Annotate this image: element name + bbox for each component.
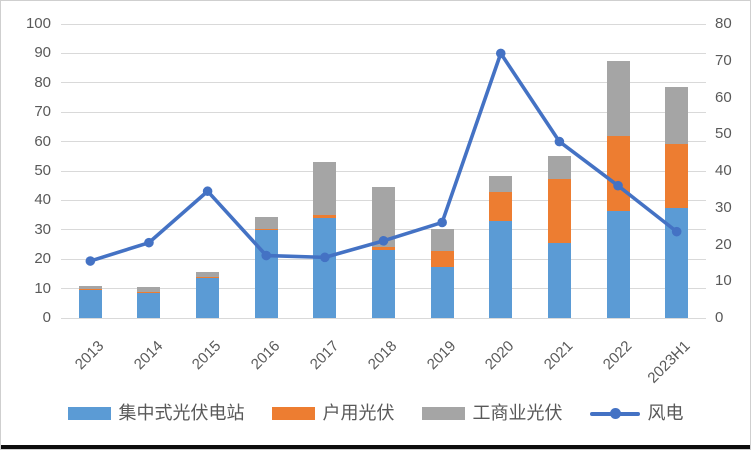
bar-segment-工商业光伏 (196, 272, 220, 277)
line-风电 (88, 51, 679, 263)
gridline (61, 82, 706, 84)
gridline (61, 317, 706, 319)
stacked-bar-2017 (313, 24, 337, 318)
bar-segment-工商业光伏 (137, 287, 161, 292)
stacked-bar-2014 (137, 24, 161, 318)
left-axis-tick-label: 0 (42, 309, 51, 326)
stacked-bar-2020 (489, 24, 513, 318)
bar-segment-集中式光伏电站 (430, 266, 454, 318)
bar-segment-集中式光伏电站 (547, 243, 571, 318)
bar-segment-工商业光伏 (606, 60, 630, 137)
bar-segment-工商业光伏 (547, 156, 571, 179)
left-axis-tick-label: 30 (34, 220, 51, 238)
bar-segment-集中式光伏电站 (372, 249, 395, 318)
bar-segment-户用光伏 (196, 276, 220, 278)
stacked-bar-2013 (78, 24, 102, 318)
gridline (61, 23, 706, 25)
bar-segment-工商业光伏 (254, 217, 278, 229)
legend-item-集中式光伏电站: 集中式光伏电站 (67, 402, 245, 424)
right-axis-tick-label: 30 (715, 198, 732, 216)
bar-segment-集中式光伏电站 (489, 221, 513, 318)
left-axis-tick-label: 40 (34, 191, 51, 209)
bar-segment-集中式光伏电站 (137, 292, 161, 318)
bar-segment-集中式光伏电站 (606, 210, 630, 318)
legend-swatch-icon (67, 406, 111, 420)
line-marker-风电 (554, 136, 565, 147)
bar-segment-户用光伏 (430, 250, 454, 267)
bar-segment-工商业光伏 (78, 285, 102, 289)
line-marker-风电 (437, 217, 447, 228)
bar-segment-集中式光伏电站 (665, 207, 689, 318)
right-axis-tick-label: 50 (715, 125, 732, 143)
bar-segment-集中式光伏电站 (313, 218, 337, 318)
bar-segment-工商业光伏 (430, 229, 454, 251)
gridline (61, 141, 706, 143)
stacked-bar-2023H1 (665, 24, 689, 318)
left-axis-tick-label: 10 (34, 279, 51, 297)
stacked-bar-2021 (547, 24, 571, 318)
line-marker-风电 (613, 180, 623, 191)
legend-item-户用光伏: 户用光伏 (271, 402, 395, 424)
right-axis-tick-label: 60 (715, 88, 732, 106)
line-marker-风电 (261, 250, 272, 261)
legend-item-工商业光伏: 工商业光伏 (421, 402, 563, 424)
legend-line-marker-icon (589, 407, 640, 420)
bar-segment-集中式光伏电站 (78, 289, 102, 318)
bar-segment-户用光伏 (489, 191, 513, 222)
legend-line-dot (609, 407, 621, 419)
line-marker-风电 (495, 48, 506, 59)
legend-item-风电: 风电 (589, 402, 684, 424)
bar-segment-户用光伏 (137, 291, 161, 293)
line-marker-风电 (144, 237, 154, 248)
bar-segment-工商业光伏 (313, 161, 337, 216)
bar-segment-工商业光伏 (665, 87, 689, 145)
stacked-bar-2019 (430, 24, 454, 318)
bottom-edge-line (1, 445, 750, 449)
left-axis-tick-label: 100 (25, 15, 51, 32)
right-axis-tick-label: 70 (715, 51, 732, 69)
left-axis-tick-label: 60 (34, 132, 51, 150)
right-axis-tick-label: 20 (715, 235, 732, 253)
gridline (61, 52, 706, 54)
left-axis-tick-label: 50 (34, 162, 51, 179)
legend-swatch-icon (421, 406, 465, 420)
right-axis-tick-label: 10 (715, 272, 732, 290)
stacked-bar-2015 (196, 24, 220, 318)
gridline (61, 111, 706, 113)
left-axis-tick-label: 70 (34, 103, 51, 121)
left-axis-tick-label: 20 (34, 250, 51, 268)
legend-label: 集中式光伏电站 (118, 403, 245, 423)
bar-segment-户用光伏 (254, 228, 278, 230)
bar-segment-工商业光伏 (372, 187, 395, 248)
bar-segment-集中式光伏电站 (196, 277, 220, 318)
line-marker-风电 (378, 236, 389, 246)
legend-label: 户用光伏 (322, 403, 395, 423)
stacked-bar-2018 (372, 24, 395, 318)
line-marker-风电 (671, 226, 682, 237)
right-axis-tick-label: 40 (715, 162, 732, 179)
bar-segment-户用光伏 (78, 288, 102, 290)
bar-segment-户用光伏 (372, 247, 395, 250)
legend-label: 风电 (647, 403, 684, 423)
line-marker-风电 (85, 256, 96, 266)
chart-legend: 集中式光伏电站 户用光伏 工商业光伏 风电 (1, 400, 750, 426)
bar-segment-工商业光伏 (489, 175, 513, 192)
bar-segment-户用光伏 (665, 144, 689, 208)
stacked-bar-2022 (606, 24, 630, 318)
legend-swatch-icon (271, 406, 315, 420)
gridline (61, 170, 706, 172)
right-axis-tick-label: 80 (715, 15, 732, 32)
line-marker-风电 (202, 186, 213, 197)
legend-label: 工商业光伏 (472, 403, 563, 423)
bar-segment-户用光伏 (313, 215, 337, 219)
right-axis-tick-label: 0 (715, 309, 724, 326)
left-axis-tick-label: 90 (34, 44, 51, 62)
line-marker-风电 (320, 252, 330, 263)
bar-segment-户用光伏 (547, 178, 571, 244)
left-axis-tick-label: 80 (34, 73, 51, 91)
